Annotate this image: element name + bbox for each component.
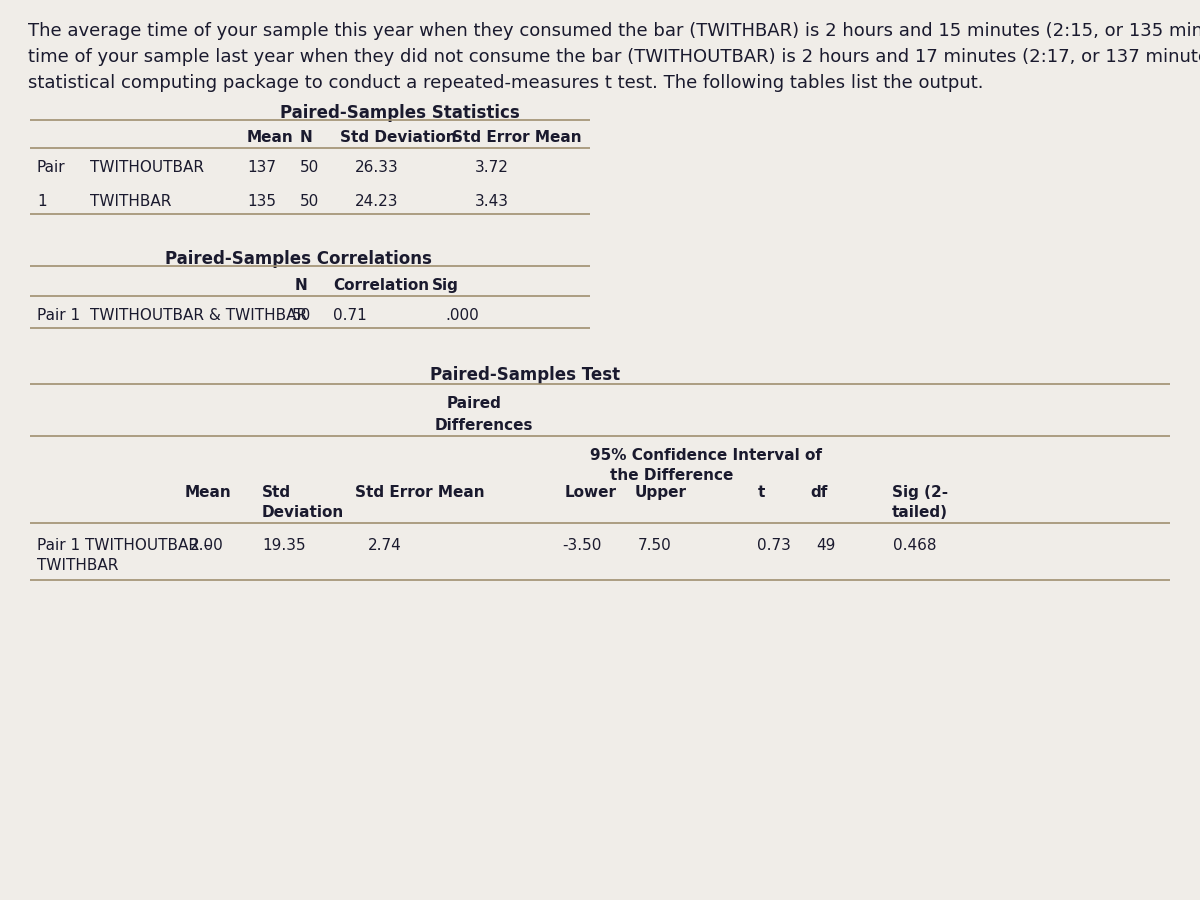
Text: 49: 49 — [816, 538, 835, 553]
Text: Sig (2-: Sig (2- — [892, 485, 948, 500]
Text: 19.35: 19.35 — [262, 538, 306, 553]
Text: TWITHBAR: TWITHBAR — [37, 558, 119, 573]
Text: 0.73: 0.73 — [757, 538, 791, 553]
Text: Pair 1 TWITHOUTBAR –: Pair 1 TWITHOUTBAR – — [37, 538, 211, 553]
Text: df: df — [810, 485, 827, 500]
Text: 2.74: 2.74 — [368, 538, 402, 553]
Text: Correlation: Correlation — [334, 278, 430, 293]
Text: Lower: Lower — [565, 485, 617, 500]
Text: TWITHOUTBAR: TWITHOUTBAR — [90, 160, 204, 175]
Text: 2.00: 2.00 — [190, 538, 223, 553]
Text: Mean: Mean — [247, 130, 294, 145]
Text: 95% Confidence Interval of: 95% Confidence Interval of — [590, 448, 822, 463]
Text: 137: 137 — [247, 160, 276, 175]
Text: 135: 135 — [247, 194, 276, 209]
Text: tailed): tailed) — [892, 505, 948, 520]
Text: 0.468: 0.468 — [893, 538, 936, 553]
Text: 1: 1 — [37, 194, 47, 209]
Text: 50: 50 — [300, 194, 319, 209]
Text: Deviation: Deviation — [262, 505, 344, 520]
Text: Differences: Differences — [436, 418, 534, 433]
Text: time of your sample last year when they did not consume the bar (TWITHOUTBAR) is: time of your sample last year when they … — [28, 48, 1200, 66]
Text: 50: 50 — [300, 160, 319, 175]
Text: 0.71: 0.71 — [334, 308, 367, 323]
Text: Pair: Pair — [37, 160, 66, 175]
Text: Paired-Samples Test: Paired-Samples Test — [430, 366, 620, 384]
Text: Paired: Paired — [446, 396, 502, 411]
Text: Std Deviation: Std Deviation — [340, 130, 457, 145]
Text: 3.43: 3.43 — [475, 194, 509, 209]
Text: 24.23: 24.23 — [355, 194, 398, 209]
Text: the Difference: the Difference — [610, 468, 733, 483]
Text: Std: Std — [262, 485, 292, 500]
Text: 7.50: 7.50 — [638, 538, 672, 553]
Text: 50: 50 — [292, 308, 311, 323]
Text: t: t — [758, 485, 766, 500]
Text: Sig: Sig — [432, 278, 458, 293]
Text: TWITHOUTBAR & TWITHBAR: TWITHOUTBAR & TWITHBAR — [90, 308, 307, 323]
Text: Paired-Samples Correlations: Paired-Samples Correlations — [166, 250, 432, 268]
Text: N: N — [295, 278, 307, 293]
Text: Upper: Upper — [635, 485, 686, 500]
Text: .000: .000 — [445, 308, 479, 323]
Text: Paired-Samples Statistics: Paired-Samples Statistics — [280, 104, 520, 122]
Text: Pair 1: Pair 1 — [37, 308, 80, 323]
Text: N: N — [300, 130, 313, 145]
Text: TWITHBAR: TWITHBAR — [90, 194, 172, 209]
Text: 26.33: 26.33 — [355, 160, 398, 175]
Text: statistical computing package to conduct a repeated-measures t test. The followi: statistical computing package to conduct… — [28, 74, 984, 92]
Text: Mean: Mean — [185, 485, 232, 500]
Text: 3.72: 3.72 — [475, 160, 509, 175]
Text: -3.50: -3.50 — [562, 538, 601, 553]
Text: Std Error Mean: Std Error Mean — [355, 485, 485, 500]
Text: The average time of your sample this year when they consumed the bar (TWITHBAR) : The average time of your sample this yea… — [28, 22, 1200, 40]
Text: Std Error Mean: Std Error Mean — [452, 130, 582, 145]
